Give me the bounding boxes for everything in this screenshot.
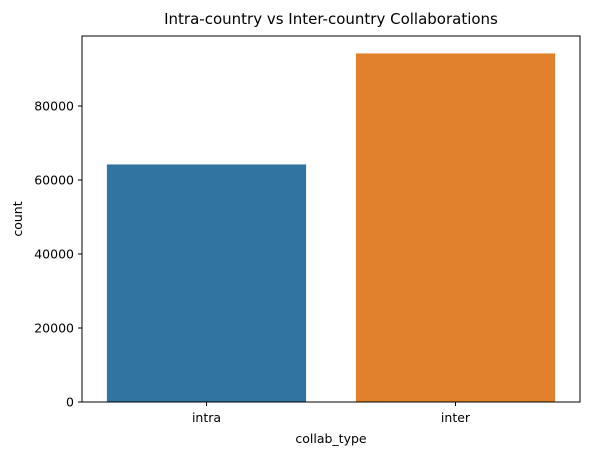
y-tick-label: 20000 <box>34 320 74 335</box>
y-tick-label: 60000 <box>34 172 74 187</box>
bar-intra <box>106 164 307 402</box>
bars-layer <box>106 53 556 403</box>
y-tick-label: 80000 <box>34 98 74 113</box>
bar-inter <box>355 53 556 403</box>
y-axis-label: count <box>10 201 25 236</box>
ticks-layer: intra inter 0 20000 40000 60000 80000 <box>34 98 471 425</box>
x-tick-label-inter: inter <box>441 410 471 425</box>
plot-frame <box>81 35 581 403</box>
x-axis-label: collab_type <box>295 431 367 446</box>
x-tick-label-intra: intra <box>192 410 221 425</box>
y-tick-label: 40000 <box>34 246 74 261</box>
y-tick-label: 0 <box>66 395 74 410</box>
chart-title: Intra-country vs Inter-country Collabora… <box>164 10 498 28</box>
